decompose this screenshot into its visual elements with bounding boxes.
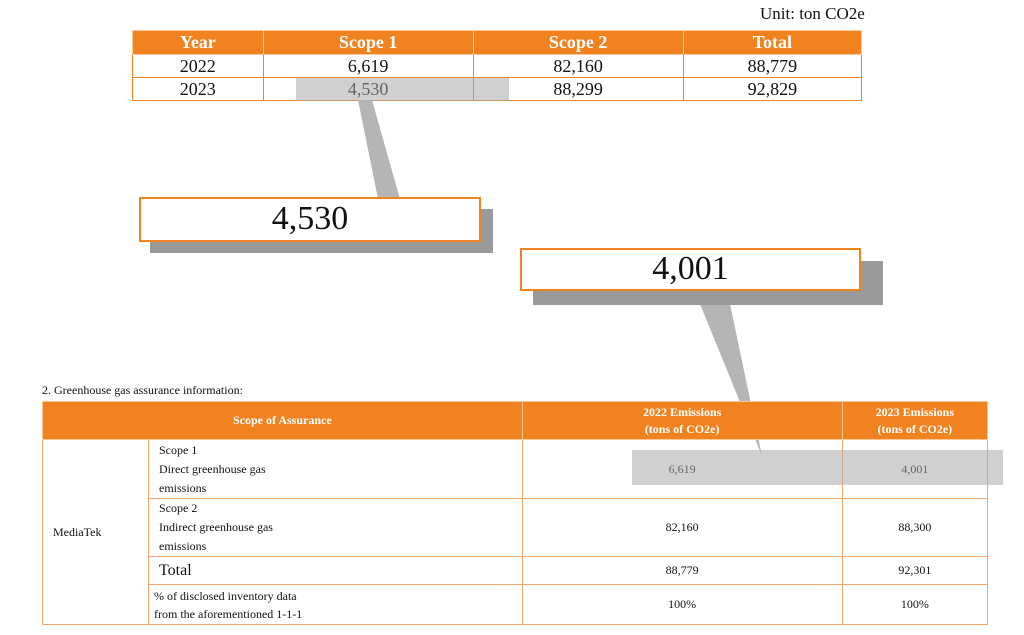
assurance-table: Scope of Assurance 2022 Emissions (tons o… <box>42 401 989 625</box>
row-label: Scope 2 Indirect greenhouse gas emissions <box>148 498 523 557</box>
highlight-scope1-2023 <box>296 78 509 101</box>
label-line: Scope 2 <box>159 501 198 515</box>
header-2022: 2022 Emissions (tons of CO2e) <box>521 401 843 440</box>
table-row: % of disclosed inventory data from the af… <box>43 584 989 625</box>
header-scope-of-assurance: Scope of Assurance <box>42 401 523 440</box>
cell: 92,301 <box>841 556 989 585</box>
unit-label: Unit: ton CO2e <box>760 4 865 23</box>
cell: 88,779 <box>682 54 863 78</box>
callout-scope1-assured: 4,001 <box>520 248 861 291</box>
row-label: Scope 1 Direct greenhouse gas emissions <box>148 439 523 499</box>
label-line: from the aforementioned 1-1-1 <box>154 606 303 621</box>
label-line: Direct greenhouse gas <box>159 461 266 476</box>
label-line: emissions <box>159 539 207 553</box>
entity-cell: MediaTek <box>42 439 149 625</box>
header-scope1: Scope 1 <box>262 30 474 55</box>
highlight-scope1-2023-assured <box>632 450 1003 485</box>
callout-scope1-2023: 4,530 <box>139 197 481 242</box>
cell: 100% <box>841 584 989 625</box>
header-2022-line2: (tons of CO2e) <box>644 421 720 436</box>
cell: 100% <box>521 584 843 625</box>
cell: 2023 <box>132 77 264 101</box>
header-2023-line2: (tons of CO2e) <box>877 421 953 436</box>
table-row: Total 88,779 92,301 <box>43 556 989 585</box>
section-title: 2. Greenhouse gas assurance information: <box>42 383 243 397</box>
callout-tail-1 <box>358 100 400 199</box>
row-label: Total <box>148 556 523 585</box>
header-scope2: Scope 2 <box>472 30 684 55</box>
label-line: emissions <box>159 480 207 495</box>
header-2023: 2023 Emissions (tons of CO2e) <box>841 401 989 440</box>
cell: 88,300 <box>841 498 989 557</box>
header-2023-line1: 2023 Emissions <box>875 404 954 419</box>
cell: 92,829 <box>682 77 863 101</box>
table-row: Scope 2 Indirect greenhouse gas emissions … <box>43 498 989 557</box>
label-line: % of disclosed inventory data <box>154 588 297 603</box>
cell: 2022 <box>132 54 264 78</box>
row-label: % of disclosed inventory data from the af… <box>148 584 523 625</box>
cell: 82,160 <box>521 498 843 557</box>
label-line: Indirect greenhouse gas <box>159 520 273 534</box>
label-line: Scope 1 <box>159 442 198 457</box>
cell: 88,779 <box>521 556 843 585</box>
header-2022-line1: 2022 Emissions <box>642 404 722 419</box>
summary-table: Year Scope 1 Scope 2 Total 2022 6,619 82… <box>132 30 863 101</box>
